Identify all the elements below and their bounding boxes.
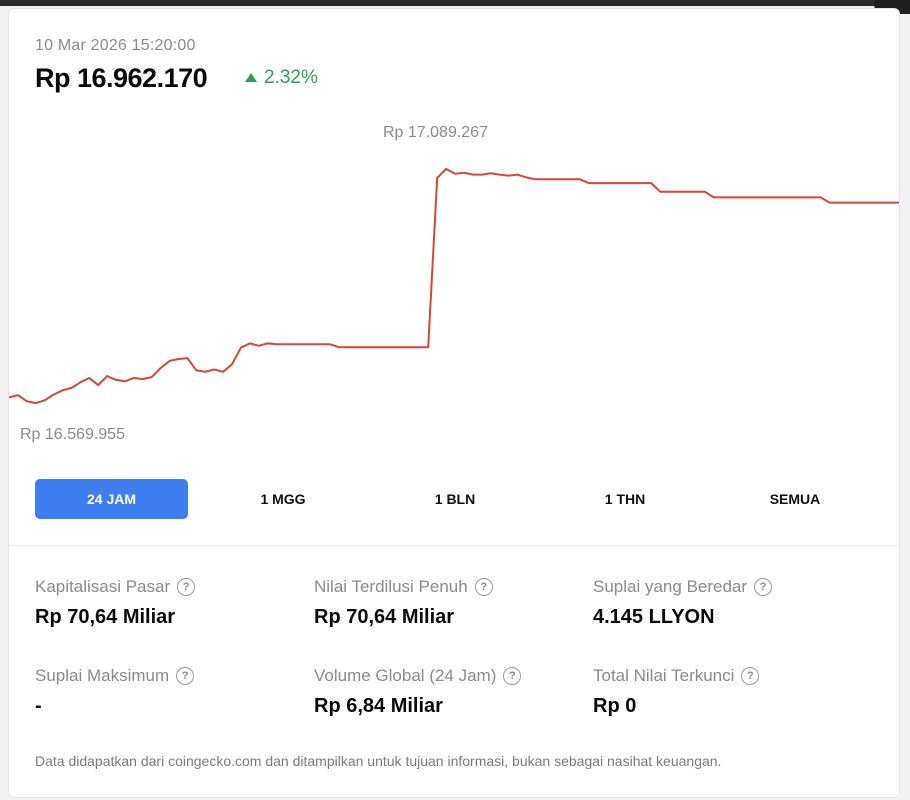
tab-1-thn[interactable]: 1 THN xyxy=(604,491,646,507)
stat-market-cap: Kapitalisasi Pasar ? Rp 70,64 Miliar xyxy=(35,577,196,629)
window-top-bar xyxy=(0,0,910,6)
tab-1-bln[interactable]: 1 BLN xyxy=(434,491,476,507)
tab-semua[interactable]: SEMUA xyxy=(769,491,821,507)
stat-total-value-locked: Total Nilai Terkunci ? Rp 0 xyxy=(593,666,760,718)
stat-label: Nilai Terdilusi Penuh xyxy=(314,577,468,596)
stat-label: Volume Global (24 Jam) xyxy=(314,666,497,685)
tab-24-jam[interactable]: 24 JAM xyxy=(35,479,188,519)
stat-circulating-supply: Suplai yang Beredar ? 4.145 LLYON xyxy=(593,577,773,629)
help-icon[interactable]: ? xyxy=(474,578,493,596)
stat-label: Total Nilai Terkunci xyxy=(593,666,735,685)
stat-value: Rp 70,64 Miliar xyxy=(314,606,455,628)
stat-global-volume: Volume Global (24 Jam) ? Rp 6,84 Miliar xyxy=(314,666,522,718)
price-change: 2.32% xyxy=(245,67,318,89)
stat-value: Rp 0 xyxy=(593,695,637,717)
stat-value: Rp 70,64 Miliar xyxy=(35,606,176,628)
timeframe-tabs: 24 JAM 1 MGG 1 BLN 1 THN SEMUA xyxy=(35,479,885,519)
help-icon[interactable]: ? xyxy=(177,578,196,596)
tab-1-mgg[interactable]: 1 MGG xyxy=(260,491,306,507)
stat-value: Rp 6,84 Miliar xyxy=(314,695,443,717)
up-triangle-icon xyxy=(245,72,257,82)
price-card: 10 Mar 2026 15:20:00 Rp 16.962.170 2.32%… xyxy=(8,8,900,798)
stat-fully-diluted-value: Nilai Terdilusi Penuh ? Rp 70,64 Miliar xyxy=(314,577,493,629)
current-price: Rp 16.962.170 xyxy=(35,63,208,93)
price-change-value: 2.32% xyxy=(264,67,318,88)
section-divider xyxy=(9,545,899,546)
price-chart[interactable] xyxy=(9,119,900,464)
help-icon[interactable]: ? xyxy=(754,578,773,596)
data-source-disclaimer: Data didapatkan dari coingecko.com dan d… xyxy=(35,753,722,769)
stat-max-supply: Suplai Maksimum ? - xyxy=(35,666,195,718)
help-icon[interactable]: ? xyxy=(741,667,760,685)
stat-label: Suplai yang Beredar xyxy=(593,577,748,596)
help-icon[interactable]: ? xyxy=(503,667,522,685)
chart-low-label: Rp 16.569.955 xyxy=(20,426,125,443)
stat-value: 4.145 LLYON xyxy=(593,606,715,628)
stat-label: Suplai Maksimum xyxy=(35,666,170,685)
price-line-series xyxy=(9,167,899,405)
stat-label: Kapitalisasi Pasar xyxy=(35,577,171,596)
price-timestamp: 10 Mar 2026 15:20:00 xyxy=(35,37,196,54)
help-icon[interactable]: ? xyxy=(176,667,195,685)
chart-high-label: Rp 17.089.267 xyxy=(383,124,488,141)
stat-value: - xyxy=(35,695,42,717)
